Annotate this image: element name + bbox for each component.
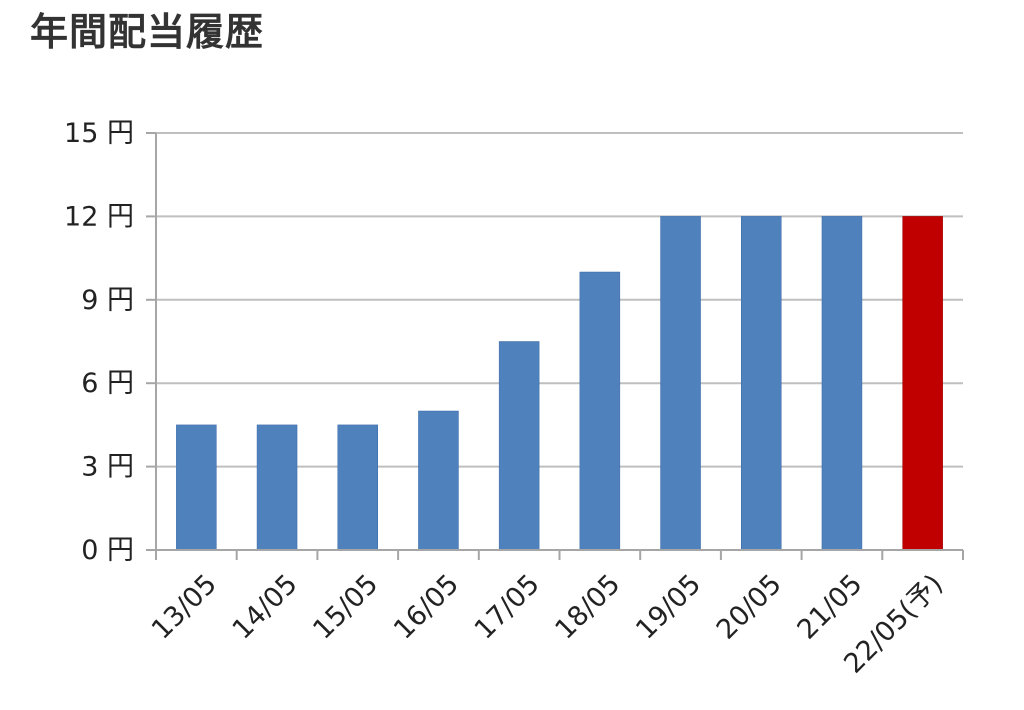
y-tick-labels: 0 円 3 円 6 円 9 円 12 円 15 円 [64,118,134,566]
bar-16/05 [418,410,459,551]
x-tick-label: 17/05 [469,569,546,646]
y-tick-label: 0 円 [81,535,134,566]
y-tick-label: 6 円 [81,368,134,399]
x-tick-label: 14/05 [227,569,304,646]
axes [146,132,964,560]
x-tick-label: 18/05 [549,569,626,646]
bar-22/05(予) [902,216,943,551]
bar-20/05 [741,216,782,551]
bar-21/05 [821,216,863,551]
bar-19/05 [660,216,701,551]
bar-15/05 [337,424,378,551]
x-tick-label: 13/05 [146,569,223,646]
x-tick-label: 20/05 [711,569,788,646]
x-tick-label: 21/05 [792,569,869,646]
bar-17/05 [498,341,540,551]
page-title: 年間配当履歴 [30,10,265,54]
bar-14/05 [256,424,298,551]
x-tick-label: 16/05 [388,569,465,646]
y-tick-label: 3 円 [81,452,134,483]
bars [176,216,943,551]
bar-13/05 [176,424,217,551]
x-tick-label: 19/05 [630,569,707,646]
x-tick-label: 15/05 [307,569,384,646]
y-tick-label: 15 円 [64,118,134,149]
y-tick-label: 12 円 [64,201,134,232]
x-tick-labels: 13/05 14/05 15/05 16/05 17/05 18/05 19/05 20/05… [146,569,949,680]
bar-18/05 [579,271,621,551]
y-tick-label: 9 円 [81,285,134,316]
